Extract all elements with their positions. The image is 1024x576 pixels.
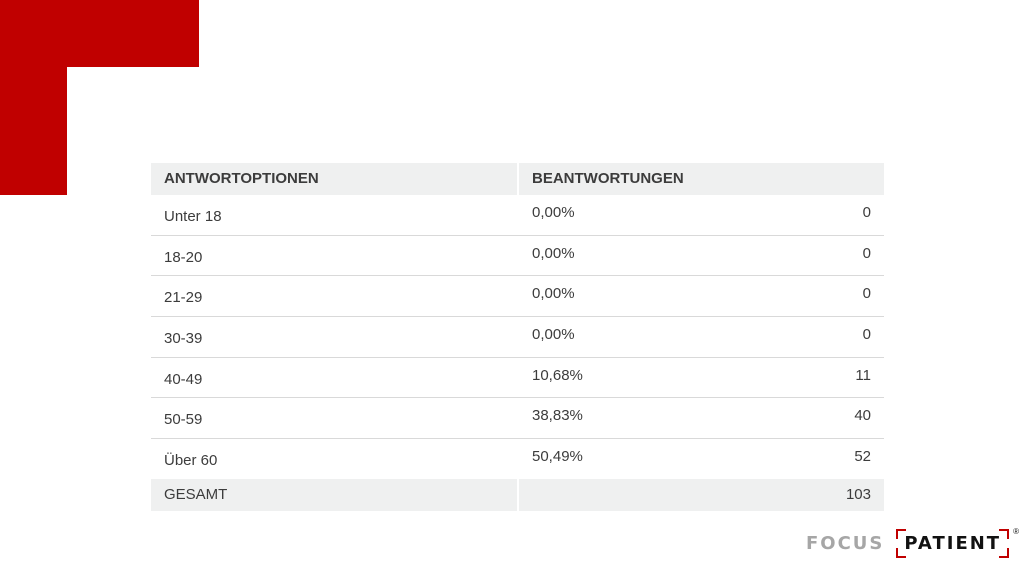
table-row: Über 60 50,49% 52 <box>151 439 884 479</box>
response-count: 0 <box>862 244 871 262</box>
response-cell: 38,83% 40 <box>519 398 884 438</box>
response-count: 11 <box>855 366 871 384</box>
response-count: 52 <box>854 448 871 466</box>
table-row: 50-59 38,83% 40 <box>151 398 884 440</box>
results-table: ANTWORTOPTIONEN BEANTWORTUNGEN Unter 18 … <box>151 163 884 511</box>
response-percent: 0,00% <box>532 285 575 303</box>
response-percent: 10,68% <box>532 366 583 384</box>
response-count: 40 <box>854 407 871 425</box>
table-row: 21-29 0,00% 0 <box>151 276 884 318</box>
table-row: 40-49 10,68% 11 <box>151 358 884 399</box>
response-percent: 0,00% <box>532 326 575 344</box>
logo-bracket-box: PATIENT ® <box>896 527 1019 558</box>
focus-patient-logo: FOCUS PATIENT ® <box>806 524 1019 562</box>
registered-mark: ® <box>1013 526 1020 536</box>
response-percent: 50,49% <box>532 448 583 466</box>
table-header-row: ANTWORTOPTIONEN BEANTWORTUNGEN <box>151 163 884 195</box>
total-label: GESAMT <box>151 478 517 511</box>
response-percent: 38,83% <box>532 407 583 425</box>
bracket-corner-icon <box>896 547 907 558</box>
response-cell: 0,00% 0 <box>519 317 884 357</box>
option-label: 21-29 <box>164 289 203 307</box>
table-row: Unter 18 0,00% 0 <box>151 195 884 236</box>
logo-word-focus: FOCUS <box>806 532 885 554</box>
bracket-corner-icon <box>896 528 907 539</box>
bracket-corner-icon <box>999 528 1010 539</box>
option-label: 50-59 <box>164 411 203 429</box>
table-total-row: GESAMT 103 <box>151 478 884 511</box>
header-beantwortungen: BEANTWORTUNGEN <box>519 163 884 195</box>
response-cell: 10,68% 11 <box>519 358 884 398</box>
option-label: 40-49 <box>164 370 203 388</box>
response-cell: 0,00% 0 <box>519 276 884 316</box>
response-cell: 0,00% 0 <box>519 236 884 276</box>
option-label: Über 60 <box>164 452 218 470</box>
response-count: 0 <box>862 285 871 303</box>
header-antwortoptionen: ANTWORTOPTIONEN <box>151 163 517 195</box>
response-cell: 0,00% 0 <box>519 195 884 235</box>
corner-decoration-left <box>0 0 67 195</box>
bracket-corner-icon <box>999 547 1010 558</box>
response-percent: 0,00% <box>532 244 575 262</box>
table-row: 18-20 0,00% 0 <box>151 236 884 277</box>
option-label: Unter 18 <box>164 208 222 225</box>
total-count: 103 <box>519 478 884 511</box>
logo-word-patient: PATIENT <box>904 532 1002 554</box>
table-row: 30-39 0,00% 0 <box>151 317 884 358</box>
option-label: 18-20 <box>164 248 203 266</box>
option-label: 30-39 <box>164 330 203 348</box>
response-cell: 50,49% 52 <box>519 439 884 479</box>
response-count: 0 <box>862 326 871 344</box>
response-count: 0 <box>862 204 871 221</box>
response-percent: 0,00% <box>532 204 575 221</box>
